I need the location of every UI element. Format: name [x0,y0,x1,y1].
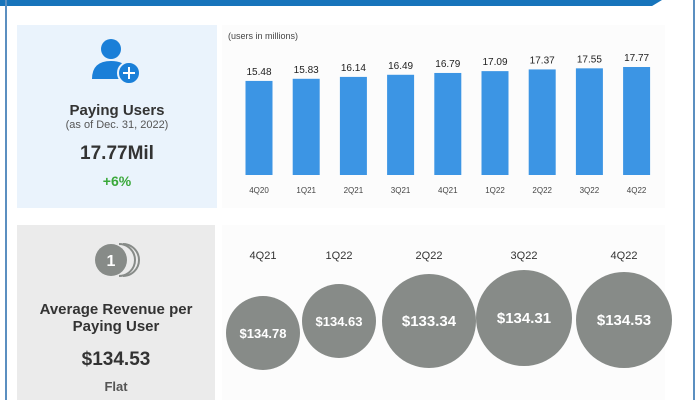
x-tick-label: 2Q22 [532,186,552,195]
arpu-title-1: Average Revenue per [39,301,193,318]
bubble-value-label: $134.53 [597,312,651,329]
bubble-4Q22 [576,272,672,368]
bubble-category-label: 2Q22 [416,250,443,262]
bar-4Q22 [623,67,651,175]
bar-2Q22 [528,69,556,175]
bubble-category-label: 4Q22 [611,250,638,262]
bubble-value-label: $133.34 [402,313,457,330]
paying-users-subtitle: (as of Dec. 31, 2022) [65,119,169,131]
bar-2Q21 [339,76,367,175]
coin-stack-icon: 1 [95,243,140,277]
x-tick-label: 3Q22 [580,186,600,195]
x-tick-label: 3Q21 [391,186,411,195]
bar-value-label: 15.83 [294,65,319,76]
paying-users-value: 17.77Mil [80,143,154,164]
x-tick-label: 4Q20 [249,186,269,195]
bubble-value-label: $134.78 [240,326,287,341]
bubble-2Q22 [382,274,476,368]
bar-value-label: 17.55 [577,54,602,65]
header-bar [0,0,662,6]
bubble-4Q21 [226,296,300,370]
bubble-category-label: 3Q22 [511,250,538,262]
paying-users-change: +6% [102,173,132,189]
bar-value-label: 15.48 [246,67,271,78]
arpu-title-2: Paying User [72,318,160,335]
arpu-value: $134.53 [81,349,151,370]
svg-text:1: 1 [107,253,116,270]
bubble-1Q22 [302,284,376,358]
paying-users-panel: Paying Users (as of Dec. 31, 2022) 17.77… [17,25,217,208]
bar-3Q21 [387,74,415,175]
bubble-3Q22 [476,270,572,366]
bar-value-label: 17.77 [624,53,649,64]
x-tick-label: 2Q21 [344,186,364,195]
bar-value-label: 17.09 [482,57,507,68]
paying-users-title: Paying Users [69,102,165,119]
bubble-value-label: $134.63 [316,314,363,329]
bar-4Q21 [434,72,462,175]
bar-1Q21 [292,78,320,175]
x-tick-label: 4Q21 [438,186,458,195]
frame [5,0,695,400]
bubble-category-label: 4Q21 [250,250,277,262]
bubble-category-label: 1Q22 [326,250,353,262]
x-tick-label: 1Q21 [296,186,316,195]
bar-value-label: 17.37 [530,55,555,66]
bubble-value-label: $134.31 [497,310,551,327]
bar-value-label: 16.14 [341,63,366,74]
arpu-change: Flat [104,379,128,394]
bar-4Q20 [245,80,273,175]
bar-3Q22 [575,68,603,175]
bar-value-label: 16.49 [388,61,413,72]
arpu-panel: 1 Average Revenue per Paying User $134.5… [17,225,215,400]
x-tick-label: 4Q22 [627,186,647,195]
x-tick-label: 1Q22 [485,186,505,195]
chart-note: (users in millions) [228,31,298,41]
bar-value-label: 16.79 [435,59,460,70]
bar-1Q22 [481,71,509,175]
user-plus-icon [92,39,141,85]
